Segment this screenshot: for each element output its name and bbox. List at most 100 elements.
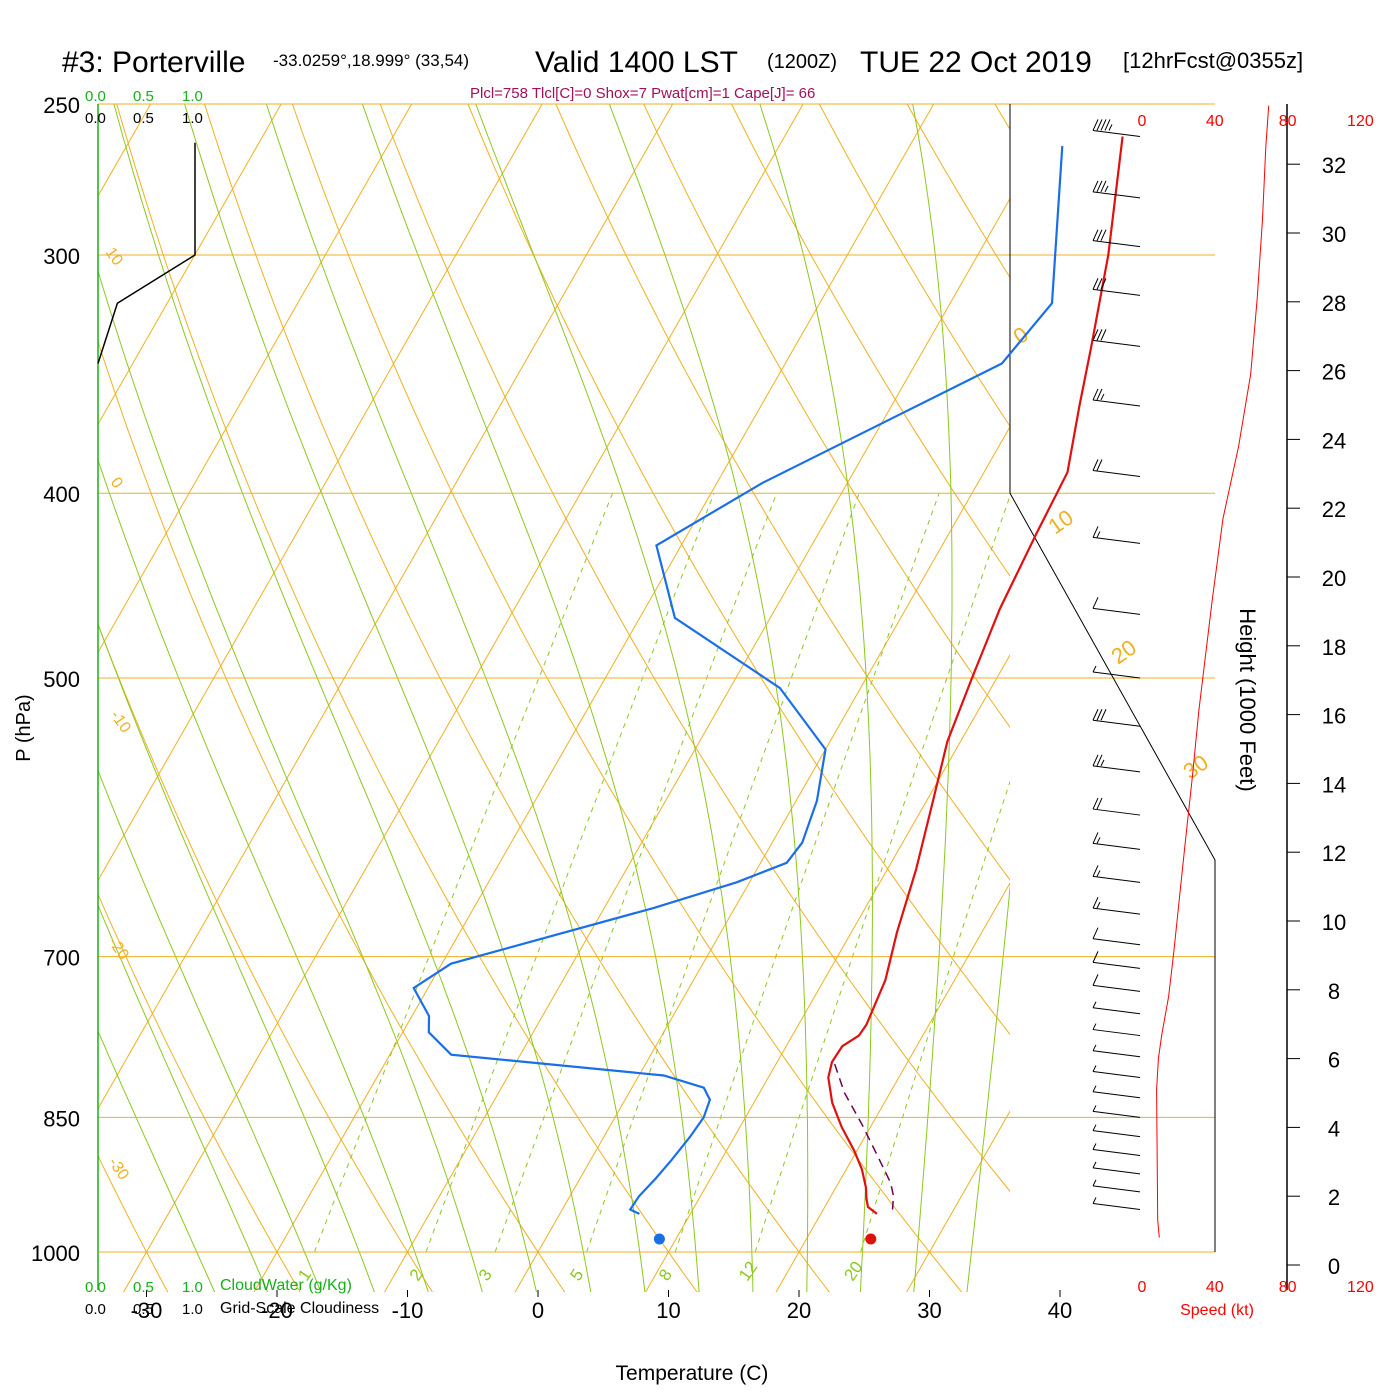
wind-barb-half bbox=[1100, 759, 1105, 767]
wind-barb-half bbox=[1096, 531, 1101, 538]
isotherm-line bbox=[1145, 70, 1400, 1331]
cloudiness-line bbox=[97, 142, 196, 364]
wind-barb-full bbox=[1100, 180, 1107, 193]
wind-barb-staff bbox=[1092, 1185, 1141, 1193]
cloudiness-label: Grid-Scale Cloudiness bbox=[220, 1300, 379, 1317]
dry-adiabat-line bbox=[291, 104, 963, 1292]
isotherm-line bbox=[98, 104, 413, 654]
isotherm-line bbox=[514, 425, 1010, 1292]
mixing-ratio-tick-label: 8 bbox=[655, 1266, 676, 1285]
dry-adiabat-line bbox=[98, 1154, 169, 1292]
wind-barb-full bbox=[1096, 119, 1103, 131]
wind-barb-staff bbox=[1092, 961, 1141, 969]
wind-barb-full bbox=[1096, 329, 1103, 341]
x-tick-label: 40 bbox=[1048, 1298, 1072, 1323]
dry-adiabat-label: 10 bbox=[102, 245, 126, 269]
moist-adiabat-line bbox=[98, 269, 483, 1292]
wind-barb-full bbox=[1092, 459, 1099, 471]
pressure-tick-label: 700 bbox=[43, 946, 80, 971]
height-tick-label: 12 bbox=[1322, 841, 1346, 866]
wind-barb-full bbox=[1092, 797, 1099, 810]
cloudiness-top-0: 0.0 bbox=[85, 110, 106, 127]
mixing-ratio-tick-label: 20 bbox=[840, 1258, 866, 1284]
cloudwater-bottom-2: 1.0 bbox=[182, 1279, 203, 1296]
sounding-data bbox=[97, 136, 1124, 1245]
x-axis-label: Temperature (C) bbox=[616, 1362, 769, 1385]
wind-barb bbox=[1092, 1143, 1141, 1156]
moist-adiabat-line bbox=[1015, 70, 1166, 1331]
wind-barb-full bbox=[1092, 526, 1099, 538]
wind-barb bbox=[1092, 180, 1141, 199]
wind-barb-full bbox=[1104, 119, 1111, 131]
mixing-ratio-tick-label: 2 bbox=[406, 1266, 427, 1285]
wind-barb bbox=[1092, 1105, 1141, 1118]
y-axis-label: P (hPa) bbox=[13, 694, 35, 761]
wind-barb bbox=[1092, 1065, 1141, 1078]
dry-adiabat-line bbox=[1062, 70, 1400, 1331]
cloudiness-bottom-1: 0.5 bbox=[133, 1301, 154, 1318]
speed-profile-line bbox=[1156, 105, 1270, 1238]
moist-adiabats bbox=[98, 70, 1166, 1331]
moist-adiabat-line bbox=[98, 769, 322, 1292]
height-axis-label: Height (1000 Feet) bbox=[1235, 608, 1260, 791]
utc-time: (1200Z) bbox=[767, 51, 837, 73]
wind-barb-full bbox=[1096, 229, 1103, 241]
moist-adiabat-line bbox=[98, 1029, 216, 1292]
dewpoint-line bbox=[412, 145, 1064, 1215]
mixing-ratio-line bbox=[586, 493, 860, 1253]
dry-adiabat-line bbox=[994, 104, 1010, 131]
moist-adiabat-line bbox=[912, 104, 953, 1292]
speed-tick-label-bottom: 120 bbox=[1347, 1279, 1374, 1296]
wind-barb-staff bbox=[1092, 339, 1141, 347]
moist-adiabat-line bbox=[759, 104, 873, 1292]
wind-barb-half bbox=[1092, 1124, 1097, 1131]
wind-barb bbox=[1092, 597, 1141, 615]
height-tick-label: 8 bbox=[1328, 979, 1340, 1004]
pressure-tick-label: 250 bbox=[43, 93, 80, 118]
wind-barb-full bbox=[1100, 229, 1107, 241]
wind-barb-full bbox=[1096, 709, 1103, 721]
surface-dewpoint-dot bbox=[653, 1233, 665, 1245]
wind-barb-full bbox=[1092, 951, 1099, 963]
mixing-ratio-tick-label: 5 bbox=[566, 1266, 587, 1285]
wind-barb-staff bbox=[1092, 1050, 1141, 1058]
wind-barb bbox=[1092, 1179, 1141, 1193]
wind-barb bbox=[1092, 329, 1141, 347]
cloudiness-bottom-0: 0.0 bbox=[85, 1301, 106, 1318]
mixing-ratio-line bbox=[860, 779, 1010, 1253]
wind-barb bbox=[1092, 459, 1141, 477]
wind-barb-full bbox=[1092, 927, 1099, 939]
dry-adiabat-line bbox=[555, 104, 1010, 881]
dry-adiabat-line bbox=[730, 104, 1010, 577]
cloudwater-top-0: 0.0 bbox=[85, 88, 106, 105]
wind-barb-staff bbox=[1092, 240, 1141, 248]
wind-barb bbox=[1092, 865, 1141, 883]
wind-barb-staff bbox=[1092, 1029, 1141, 1037]
mixing-ratio-tick-label: 12 bbox=[735, 1258, 761, 1284]
wind-barb-staff bbox=[1092, 1091, 1141, 1099]
wind-barb bbox=[1092, 1124, 1141, 1138]
wind-barb-staff bbox=[1092, 1007, 1141, 1015]
moist-adiabat-line bbox=[608, 104, 809, 1292]
dry-adiabat-label: -10 bbox=[107, 708, 134, 737]
cloudiness-top-1: 0.5 bbox=[133, 110, 154, 127]
isotherm-line bbox=[253, 104, 935, 1292]
wind-barb bbox=[1092, 526, 1141, 544]
dry-adiabat-line bbox=[203, 104, 830, 1292]
speed-tick-label-top: 40 bbox=[1206, 113, 1224, 130]
speed-tick-label-bottom: 0 bbox=[1138, 1279, 1147, 1296]
station-title: #3: Porterville bbox=[62, 46, 245, 79]
wind-barb bbox=[1092, 754, 1141, 773]
wind-barb bbox=[1092, 278, 1141, 296]
wind-barb-full bbox=[1100, 709, 1107, 721]
dry-adiabat-line bbox=[379, 104, 1010, 1193]
height-tick-label: 4 bbox=[1328, 1116, 1340, 1141]
wind-barb-half bbox=[1096, 837, 1101, 844]
wind-barb-full bbox=[1100, 119, 1107, 131]
dry-adiabat-line bbox=[98, 340, 566, 1292]
wind-barb-staff bbox=[1092, 1149, 1141, 1156]
wind-barb bbox=[1092, 1085, 1141, 1099]
wind-barb bbox=[1092, 951, 1141, 969]
pressure-tick-label: 400 bbox=[43, 482, 80, 507]
